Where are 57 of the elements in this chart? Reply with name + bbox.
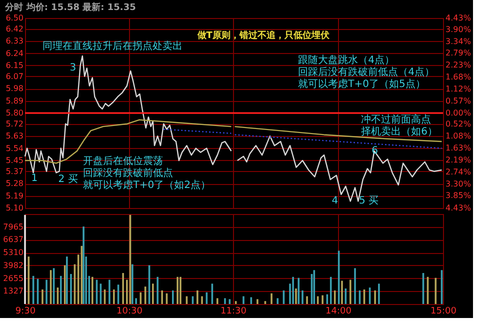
annotation: 跟随大盘跳水（4点）回踩后没有跌破前低点（4点）就可以考虑T+0了（如5点） [298, 54, 434, 90]
text: 做T原则，错过不追，只低位埋伏 [196, 30, 330, 41]
y-tick-label: 6637 [3, 235, 24, 244]
y-tick-label: 6.42 [6, 24, 24, 34]
y2-tick-label: 2.23% [446, 60, 472, 70]
y-tick-label: 5.45 [6, 156, 24, 165]
y-tick-label: 5.19 [6, 191, 24, 200]
y2-tick-label: 3.85% [446, 191, 472, 200]
annotation: 冲不过前面高点择机卖出（如6） [361, 114, 438, 138]
x-tick-label: 14:00 [326, 306, 352, 316]
y-tick-label: 5.54 [6, 144, 24, 153]
annotation: 1 [31, 172, 38, 184]
x-tick-label: 9:30 [15, 306, 36, 316]
y-tick-label: 3982 [3, 260, 24, 270]
y2-tick-label: 3.90% [446, 24, 472, 34]
y-tick-label: 6.15 [6, 61, 24, 70]
y2-tick-label: 3.30% [446, 179, 472, 188]
y-tick-label: 5.10 [6, 204, 24, 212]
annotation: 2 买 [58, 174, 78, 185]
y-tick-label: 7965 [3, 222, 24, 232]
y2-tick-label: 0.52% [446, 120, 472, 129]
y-tick-label: 6.33 [6, 36, 24, 46]
y-tick-label: 2655 [3, 274, 24, 283]
x-tick-label: 11:30 [220, 306, 247, 316]
chart-title: 分时 均价: 15.58 最新: 15.35 [4, 2, 136, 13]
y2-tick-label: 1.12% [446, 84, 472, 94]
y2-tick-label: 2.74% [446, 167, 472, 176]
annotation: 开盘后在低位震荡回踩没有跌破前低点就可以考虑T+0了（如2点） [83, 154, 210, 191]
y-tick-label: 5.98 [6, 84, 24, 94]
y-tick-label: 5310 [3, 248, 24, 258]
annotation: 3 [70, 62, 76, 74]
y-tick-label: 1327 [3, 286, 24, 296]
y-tick-label: 6.50 [6, 14, 24, 22]
annotation: 4 [332, 196, 338, 207]
y-tick-label: 5.37 [6, 166, 24, 176]
y-tick-label: 6.24 [6, 48, 24, 58]
y2-tick-label: 2.79% [446, 48, 472, 58]
y2-tick-label: 4.43% [446, 14, 472, 22]
y2-tick-label: 0.00% [446, 108, 472, 118]
x-tick-label: 10:30 [116, 306, 143, 316]
y2-tick-label: 4.43% [446, 204, 472, 212]
y-tick-label: 5.63 [6, 132, 24, 141]
annotation: 6 [372, 145, 378, 156]
y-tick-label: 6.07 [6, 72, 24, 81]
y2-tick-label: 1.08% [446, 132, 472, 141]
annotation: 同理在直线拉升后在拐点处卖出 [42, 40, 182, 52]
y2-tick-label: 1.68% [446, 72, 472, 82]
y2-tick-label: 3.34% [446, 36, 472, 46]
y2-tick-label: 2.19% [446, 155, 472, 164]
y-tick-label: 5.72 [6, 119, 24, 128]
annotation: 5 买 [359, 196, 379, 207]
y2-tick-label: 1.63% [446, 143, 472, 152]
y-tick-label: 5.28 [6, 179, 24, 188]
y2-tick-label: 0.57% [446, 96, 472, 106]
x-tick-label: 15:00 [430, 306, 457, 316]
y-tick-label: 5.80 [6, 108, 24, 118]
y-tick-label: 5.89 [6, 96, 24, 106]
